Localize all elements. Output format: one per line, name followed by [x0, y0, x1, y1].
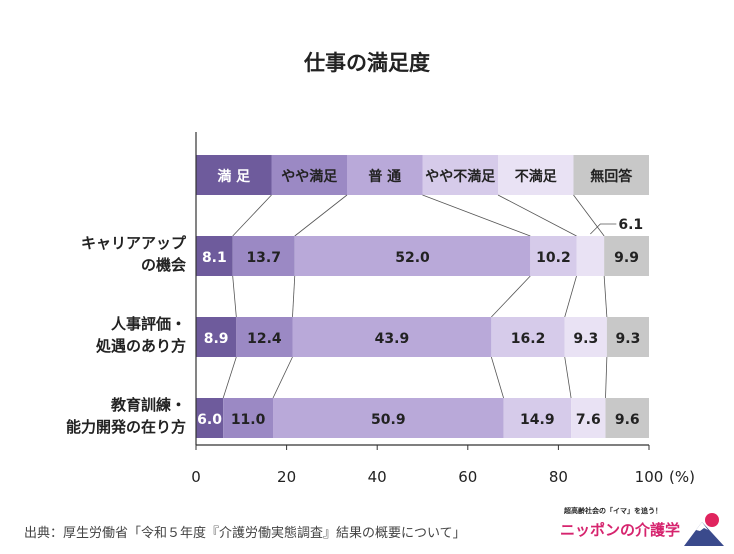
data-label-r2-s4: 7.6	[576, 412, 601, 428]
legend-label-1: やや満足	[281, 168, 338, 185]
source-note: 出典：厚生労働省「令和５年度『介護労働実態調査』結果の概要について」	[24, 526, 466, 541]
connector-line	[564, 275, 577, 318]
connector-line	[294, 194, 348, 237]
legend-label-4: 不満足	[515, 168, 558, 185]
bar-segment-r1-s4	[564, 317, 607, 357]
data-label-r2-s0: 6.0	[197, 412, 222, 428]
bar-segment-r2-s1	[223, 398, 274, 438]
category-label-r1-l1: 処遇のあり方	[95, 337, 186, 355]
bar-segment-r0-s3	[530, 236, 577, 276]
connector-line	[292, 275, 296, 318]
data-label-r1-s2: 43.9	[375, 331, 410, 347]
connector-line	[222, 356, 237, 399]
legend-swatch-4	[498, 155, 574, 195]
data-label-r0-s3: 10.2	[536, 250, 571, 266]
mount-fuji-icon	[684, 513, 724, 546]
data-label-r0-s1: 13.7	[246, 250, 281, 266]
connector-line	[491, 275, 531, 318]
bar-segment-r1-s5	[606, 317, 649, 357]
connector-line	[272, 356, 293, 399]
bar-segment-r0-s5	[604, 236, 649, 276]
logo: 超高齢社会の「イマ」を追う！ ニッポンの介護学	[560, 506, 730, 550]
bar-segment-r1-s1	[236, 317, 293, 357]
category-label-r0-l0: キャリアアップ	[81, 234, 187, 252]
legend-swatch-1	[271, 155, 347, 195]
category-label-r1-l0: 人事評価・	[111, 315, 186, 333]
data-label-r2-s5: 9.6	[615, 412, 640, 428]
connector-line	[232, 275, 237, 318]
data-label-r0-s5: 9.9	[614, 250, 639, 266]
x-tick-label: 0	[191, 468, 201, 486]
data-label-r1-s0: 8.9	[204, 331, 229, 347]
bar-segment-r0-s0	[196, 236, 233, 276]
legend-swatch-3	[422, 155, 498, 195]
category-label-r2-l0: 教育訓練・	[110, 396, 186, 414]
data-label-r0-s0: 8.1	[202, 250, 227, 266]
x-axis-unit: (%)	[669, 468, 695, 486]
bar-segment-r2-s5	[605, 398, 649, 438]
x-tick-label: 60	[458, 468, 477, 486]
bar-segment-r1-s3	[491, 317, 565, 357]
x-tick-label: 40	[368, 468, 387, 486]
legend-label-2: 普 通	[368, 168, 401, 185]
bar-segment-r1-s0	[196, 317, 237, 357]
legend-swatch-2	[347, 155, 423, 195]
bar-segment-r2-s3	[503, 398, 572, 438]
legend-label-5: 無回答	[590, 168, 633, 185]
connector-line	[573, 194, 605, 237]
callout-leader-line	[590, 223, 617, 235]
legend-label-0: 満 足	[217, 168, 251, 185]
x-tick-label: 100	[635, 468, 664, 486]
connector-line	[497, 194, 577, 237]
legend-swatch-0	[196, 155, 272, 195]
callout-label: 6.1	[618, 217, 643, 233]
category-label-r0-l1: の機会	[141, 256, 186, 274]
data-label-r2-s2: 50.9	[371, 412, 406, 428]
data-label-r1-s4: 9.3	[573, 331, 598, 347]
connector-line	[232, 194, 272, 237]
logo-name: ニッポンの介護学	[560, 521, 681, 539]
bar-segment-r0-s4	[576, 236, 605, 276]
connector-line	[564, 356, 572, 399]
data-label-r1-s1: 12.4	[247, 331, 282, 347]
x-tick-label: 20	[277, 468, 296, 486]
legend-swatch-5	[573, 155, 649, 195]
data-label-r0-s2: 52.0	[395, 250, 430, 266]
connector-line	[605, 356, 608, 399]
category-label-r2-l1: 能力開発の在り方	[66, 418, 186, 436]
bar-segment-r0-s2	[294, 236, 531, 276]
connector-line	[422, 194, 531, 237]
data-label-r1-s3: 16.2	[511, 331, 546, 347]
chart-title: 仕事の満足度	[303, 51, 430, 75]
legend-label-3: やや不満足	[425, 168, 496, 185]
data-label-r1-s5: 9.3	[616, 331, 641, 347]
bar-segment-r1-s2	[292, 317, 492, 357]
data-label-r2-s3: 14.9	[520, 412, 555, 428]
bar-segment-r2-s4	[571, 398, 606, 438]
bar-segment-r2-s0	[196, 398, 224, 438]
bar-segment-r2-s2	[273, 398, 504, 438]
bar-segment-r0-s1	[232, 236, 295, 276]
x-tick-label: 80	[549, 468, 568, 486]
data-label-r2-s1: 11.0	[231, 412, 266, 428]
logo-tagline: 超高齢社会の「イマ」を追う！	[564, 507, 662, 515]
connector-line	[603, 275, 608, 318]
connector-line	[490, 356, 504, 399]
